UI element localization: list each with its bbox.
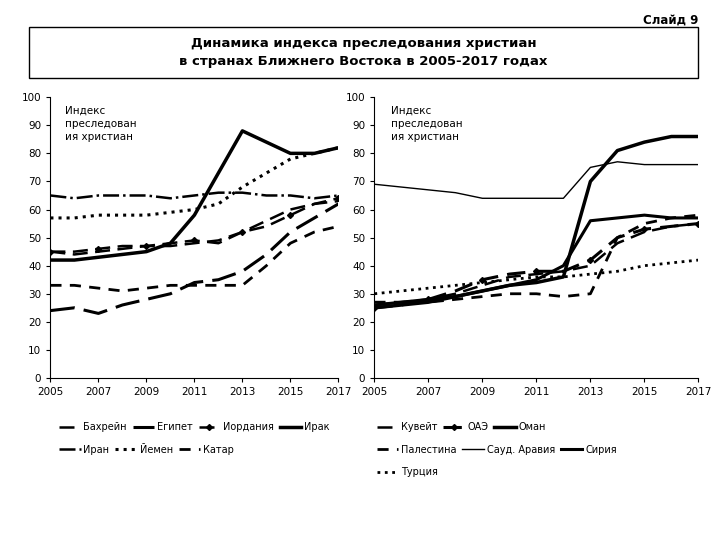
Text: Слайд 9: Слайд 9 xyxy=(643,14,698,26)
Text: Индекс
преследован
ия христиан: Индекс преследован ия христиан xyxy=(65,106,136,142)
Text: Динамика индекса преследования христиан
в странах Ближнего Востока в 2005-2017 г: Динамика индекса преследования христиан … xyxy=(179,37,548,68)
Legend: Иран, Йемен, Катар: Иран, Йемен, Катар xyxy=(55,441,238,459)
Legend: Турция: Турция xyxy=(373,463,442,481)
Text: Индекс
преследован
ия христиан: Индекс преследован ия христиан xyxy=(391,106,462,142)
